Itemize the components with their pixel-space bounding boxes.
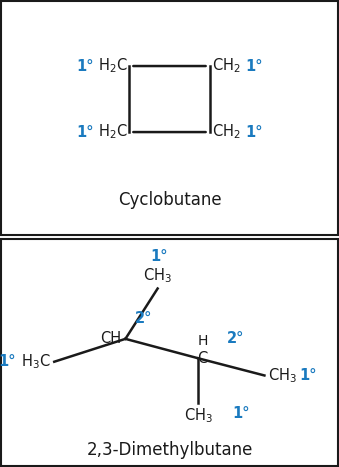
Text: H: H bbox=[197, 334, 207, 348]
Text: C: C bbox=[197, 351, 207, 366]
Text: 1°: 1° bbox=[76, 58, 94, 73]
Text: 2,3-Dimethylbutane: 2,3-Dimethylbutane bbox=[86, 441, 253, 459]
Text: CH$_2$: CH$_2$ bbox=[212, 57, 241, 75]
Text: 1°: 1° bbox=[232, 406, 250, 421]
Text: 2°: 2° bbox=[227, 331, 244, 346]
Text: 1°: 1° bbox=[245, 125, 263, 140]
Text: CH$_3$: CH$_3$ bbox=[143, 266, 172, 285]
Text: CH$_3$: CH$_3$ bbox=[268, 366, 297, 385]
Text: 1°: 1° bbox=[299, 368, 317, 383]
Text: 1°: 1° bbox=[245, 58, 263, 73]
Text: 1°: 1° bbox=[76, 125, 94, 140]
Text: H$_2$C: H$_2$C bbox=[98, 57, 127, 75]
Text: Cyclobutane: Cyclobutane bbox=[118, 191, 221, 210]
Text: CH$_2$: CH$_2$ bbox=[212, 123, 241, 142]
Text: CH$_3$: CH$_3$ bbox=[184, 406, 213, 425]
Text: H$_3$C: H$_3$C bbox=[21, 353, 51, 371]
Text: 1°: 1° bbox=[0, 354, 16, 369]
Text: H$_2$C: H$_2$C bbox=[98, 123, 127, 142]
Text: CH: CH bbox=[100, 332, 121, 347]
Text: 1°: 1° bbox=[151, 249, 168, 264]
Text: 2°: 2° bbox=[135, 311, 152, 326]
